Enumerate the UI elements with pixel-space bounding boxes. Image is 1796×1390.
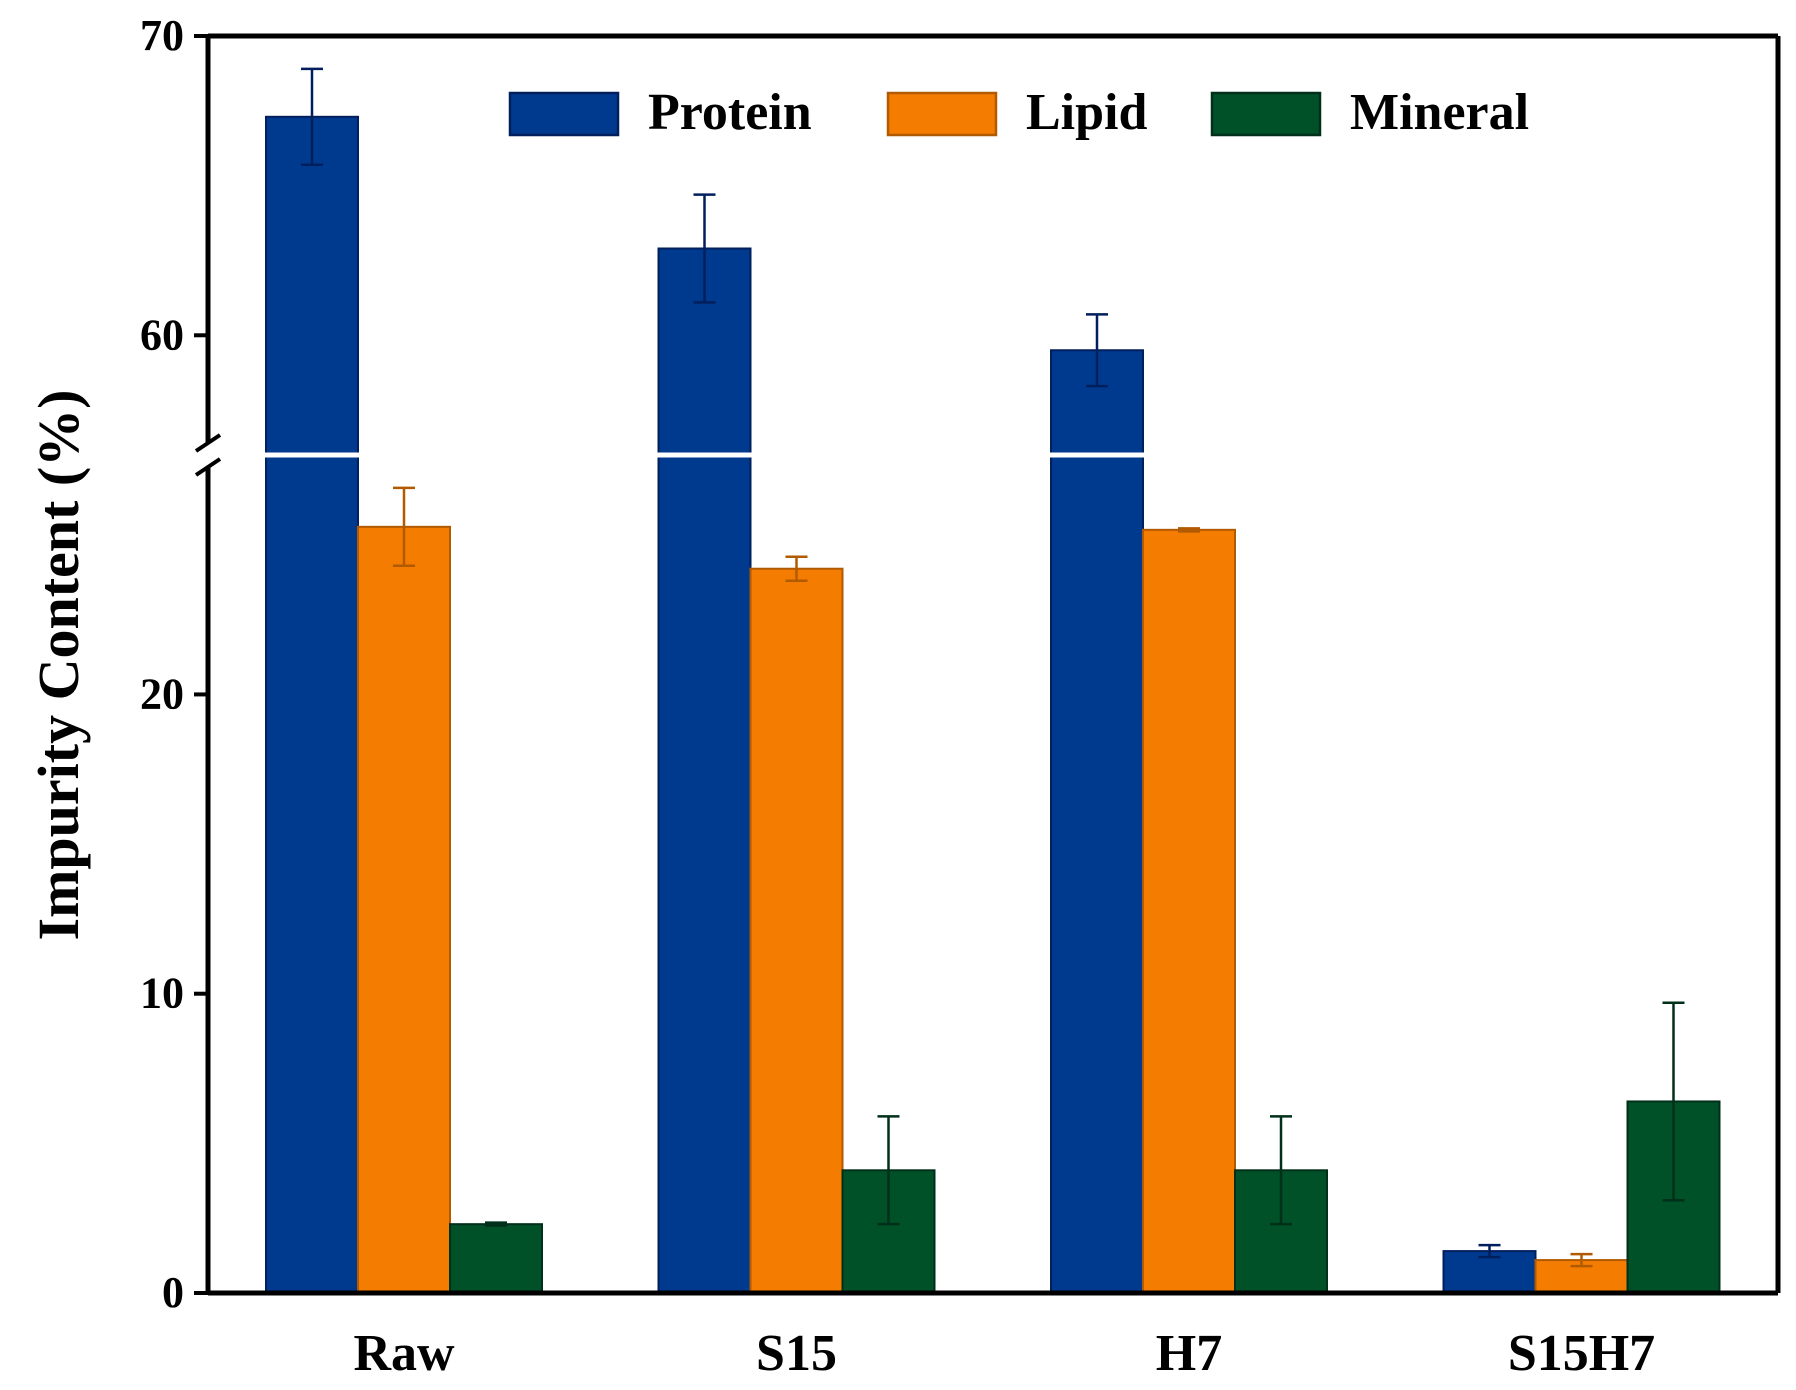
legend-swatch-protein (508, 91, 620, 137)
y-axis-ticks: 0 10 20 60 70 (140, 11, 208, 1317)
error-bar-protein-s15h7 (1478, 1243, 1501, 1259)
bar-lipid-s15 (749, 567, 844, 1294)
y-tick-label-60: 60 (140, 310, 184, 359)
legend-item-lipid: Lipid (886, 84, 1147, 141)
x-tick-label-h7: H7 (1156, 1325, 1222, 1382)
error-bar-lipid-raw (393, 486, 415, 567)
error-bar-mineral-raw (485, 1221, 507, 1227)
error-bar-mineral-h7 (1270, 1115, 1292, 1226)
plot-frame (194, 33, 1781, 1296)
y-tick-label-0: 0 (162, 1268, 184, 1317)
bar-protein-raw (265, 115, 359, 1295)
legend-label-protein: Protein (648, 84, 812, 141)
error-bar-lipid-s15h7 (1570, 1252, 1593, 1268)
bars-layer (265, 67, 1721, 1295)
error-bar-lipid-s15 (785, 555, 808, 582)
legend-swatch-lipid (886, 91, 998, 137)
legend-label-lipid: Lipid (1026, 84, 1147, 141)
y-tick-label-20: 20 (140, 669, 184, 718)
legend: Protein Lipid Mineral (508, 84, 1529, 141)
bar-lipid-raw (357, 525, 451, 1294)
error-bar-lipid-h7 (1178, 527, 1200, 533)
axis-break-mark-upper (194, 433, 222, 453)
bar-protein-s15 (657, 247, 752, 1295)
bar-lipid-h7 (1142, 528, 1236, 1294)
y-tick-label-10: 10 (140, 969, 184, 1018)
x-tick-label-s15h7: S15H7 (1508, 1325, 1655, 1382)
legend-item-protein: Protein (508, 84, 812, 141)
error-bar-protein-h7 (1086, 313, 1108, 388)
x-tick-label-raw: Raw (353, 1325, 455, 1382)
y-axis-title: Impurity Content (%) (26, 390, 91, 941)
error-bar-protein-s15 (693, 193, 716, 304)
legend-swatch-mineral (1210, 91, 1322, 137)
x-axis-categories: Raw S15 H7 S15H7 (353, 1325, 1655, 1382)
error-bar-protein-raw (301, 67, 323, 166)
legend-label-mineral: Mineral (1350, 84, 1529, 141)
legend-item-mineral: Mineral (1210, 84, 1529, 141)
error-bar-mineral-s15 (877, 1115, 900, 1226)
bar-protein-h7 (1050, 349, 1144, 1294)
x-tick-label-s15: S15 (756, 1325, 837, 1382)
error-bar-mineral-s15h7 (1662, 1001, 1685, 1202)
axis-break-mark-lower (194, 457, 222, 477)
y-tick-label-70: 70 (140, 11, 184, 60)
bar-mineral-raw (449, 1223, 543, 1295)
